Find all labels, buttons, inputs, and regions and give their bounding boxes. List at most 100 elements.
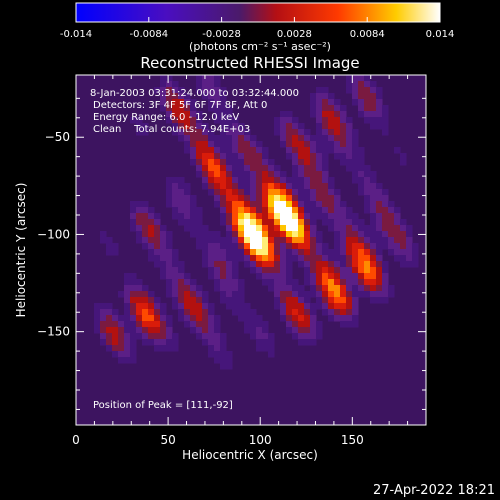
heatmap-cell	[382, 291, 389, 298]
heatmap-cell	[124, 315, 131, 322]
heatmap-cell	[358, 93, 365, 100]
colorbar-gradient	[75, 2, 441, 23]
heatmap-cell	[304, 315, 311, 322]
heatmap-cell	[382, 195, 389, 202]
heatmap-cell	[160, 339, 167, 346]
heatmap-cell	[196, 123, 203, 130]
heatmap-cell	[328, 297, 335, 304]
heatmap-cell	[286, 189, 293, 196]
heatmap-cell	[220, 351, 227, 358]
heatmap-cell	[298, 255, 305, 262]
heatmap-cell	[148, 339, 155, 346]
heatmap-cell	[328, 273, 335, 280]
heatmap-cell	[280, 189, 287, 196]
heatmap-cell	[370, 219, 377, 226]
heatmap-cell	[226, 351, 233, 358]
heatmap-cell	[154, 261, 161, 268]
heatmap-cell	[382, 231, 389, 238]
heatmap-cell	[322, 291, 329, 298]
heatmap-cell	[214, 135, 221, 142]
heatmap-cell	[250, 231, 257, 238]
heatmap-cell	[226, 195, 233, 202]
heatmap-cell	[292, 309, 299, 316]
heatmap-cell	[184, 129, 191, 136]
heatmap-cell	[280, 261, 287, 268]
heatmap-cell	[106, 243, 113, 250]
heatmap-cell	[292, 135, 299, 142]
heatmap-cell	[340, 129, 347, 136]
heatmap-cell	[382, 189, 389, 196]
heatmap-cell	[184, 309, 191, 316]
heatmap-cell	[352, 93, 359, 100]
heatmap-cell	[112, 339, 119, 346]
heatmap-cell	[262, 189, 269, 196]
heatmap-cell	[202, 261, 209, 268]
heatmap-cell	[154, 303, 161, 310]
heatmap-cell	[262, 219, 269, 226]
heatmap-cell	[376, 231, 383, 238]
heatmap-cell	[208, 345, 215, 352]
heatmap-cell	[328, 111, 335, 118]
heatmap-cell	[190, 117, 197, 124]
heatmap-cell	[112, 315, 119, 322]
heatmap-cell	[334, 249, 341, 256]
heatmap-cell	[130, 279, 137, 286]
heatmap-cell	[220, 87, 227, 94]
heatmap-cell	[262, 159, 269, 166]
heatmap-cell	[292, 165, 299, 172]
heatmap-cell	[346, 267, 353, 274]
heatmap-cell	[346, 87, 353, 94]
heatmap-cell	[220, 357, 227, 364]
heatmap-cell	[148, 225, 155, 232]
heatmap-cell	[406, 225, 413, 232]
heatmap-cell	[256, 141, 263, 148]
heatmap-cell	[196, 171, 203, 178]
heatmap-cell	[286, 327, 293, 334]
heatmap-cell	[316, 255, 323, 262]
heatmap-cell	[370, 291, 377, 298]
heatmap-cell	[262, 327, 269, 334]
heatmap-cell	[358, 153, 365, 160]
heatmap-cell	[244, 255, 251, 262]
heatmap-cell	[172, 87, 179, 94]
heatmap-cell	[310, 273, 317, 280]
heatmap-cell	[220, 207, 227, 214]
heatmap-cell	[304, 213, 311, 220]
heatmap-cell	[178, 177, 185, 184]
heatmap-cell	[226, 159, 233, 166]
heatmap-cell	[130, 285, 137, 292]
heatmap-cell	[280, 237, 287, 244]
heatmap-cell	[394, 255, 401, 262]
heatmap-cell	[340, 279, 347, 286]
heatmap-cell	[208, 255, 215, 262]
heatmap-cell	[334, 225, 341, 232]
heatmap-cell	[214, 249, 221, 256]
heatmap-cell	[370, 231, 377, 238]
heatmap-cell	[298, 327, 305, 334]
heatmap-cell	[226, 135, 233, 142]
heatmap-cell	[376, 273, 383, 280]
heatmap-cell	[178, 93, 185, 100]
heatmap-cell	[304, 339, 311, 346]
heatmap-cell	[376, 285, 383, 292]
heatmap-cell	[196, 333, 203, 340]
heatmap-cell	[226, 141, 233, 148]
heatmap-cell	[166, 315, 173, 322]
heatmap-cell	[220, 141, 227, 148]
heatmap-cell	[256, 237, 263, 244]
heatmap-cell	[376, 213, 383, 220]
heatmap-cell	[166, 237, 173, 244]
heatmap-cell	[310, 279, 317, 286]
heatmap-cell	[124, 279, 131, 286]
heatmap-cell	[166, 75, 173, 82]
heatmap-cell	[184, 207, 191, 214]
heatmap-cell	[292, 189, 299, 196]
heatmap-cell	[346, 81, 353, 88]
heatmap-cell	[232, 261, 239, 268]
heatmap-cell	[304, 279, 311, 286]
heatmap-cell	[214, 237, 221, 244]
heatmap-cell	[346, 297, 353, 304]
heatmap-cell	[310, 159, 317, 166]
heatmap-cell	[358, 285, 365, 292]
heatmap-cell	[322, 87, 329, 94]
